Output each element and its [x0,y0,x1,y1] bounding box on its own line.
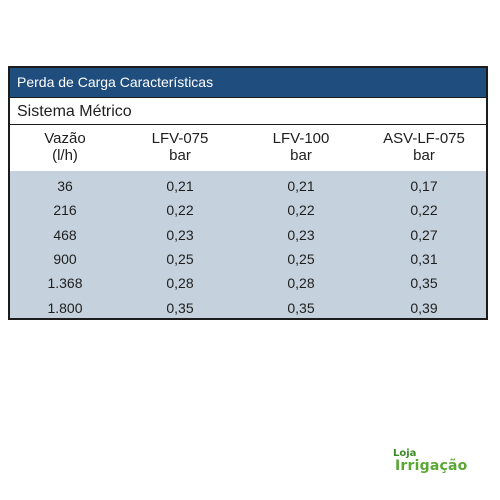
header-flow-label: Vazão [44,130,86,147]
table-body: 36 0,21 0,21 0,17 216 0,22 0,22 0,22 468… [10,171,486,318]
header-lfv-100-label: LFV-100 [272,130,330,147]
cell-flow: 468 [53,226,77,243]
cell-lfv-100: 0,22 [287,202,315,219]
table-row: 1.368 0,28 0,28 0,35 [10,271,486,295]
cell-lfv-075: 0,35 [166,299,194,316]
header-flow: Vazão (l/h) [10,125,120,171]
pressure-loss-table: Perda de Carga Características Sistema M… [8,66,488,320]
logo-line-2: Irrigação [395,458,468,474]
cell-asv-lf-075: 0,17 [410,178,438,195]
cell-lfv-100: 0,23 [287,226,315,243]
header-lfv-100-unit: bar [290,147,312,164]
table-row: 36 0,21 0,21 0,17 [10,174,486,198]
header-lfv-100: LFV-100 bar [240,125,362,171]
table-row: 468 0,23 0,23 0,27 [10,223,486,247]
cell-flow: 216 [53,202,77,219]
header-lfv-075-unit: bar [169,147,191,164]
cell-lfv-100: 0,21 [287,178,315,195]
cell-flow: 900 [53,251,77,268]
cell-lfv-075: 0,25 [166,251,194,268]
store-logo: Loja Irrigação [393,449,477,477]
cell-flow: 36 [57,178,73,195]
cell-lfv-075: 0,23 [166,226,194,243]
table-subtitle: Sistema Métrico [10,97,486,125]
cell-asv-lf-075: 0,35 [410,275,438,292]
table-row: 216 0,22 0,22 0,22 [10,198,486,222]
header-asv-lf-075: ASV-LF-075 bar [362,125,486,171]
table-title: Perda de Carga Características [10,68,486,97]
header-asv-lf-075-unit: bar [413,147,435,164]
cell-lfv-075: 0,28 [166,275,194,292]
logo-line-1: Loja [393,448,417,459]
cell-flow: 1.800 [47,299,83,316]
cell-lfv-075: 0,21 [166,178,194,195]
header-asv-lf-075-label: ASV-LF-075 [383,130,465,147]
cell-asv-lf-075: 0,22 [410,202,438,219]
table-row: 900 0,25 0,25 0,31 [10,247,486,271]
cell-lfv-100: 0,35 [287,299,315,316]
header-flow-unit: (l/h) [52,147,78,164]
header-lfv-075: LFV-075 bar [120,125,240,171]
cell-flow: 1.368 [47,275,83,292]
cell-asv-lf-075: 0,39 [410,299,438,316]
cell-asv-lf-075: 0,27 [410,226,438,243]
cell-asv-lf-075: 0,31 [410,251,438,268]
cell-lfv-075: 0,22 [166,202,194,219]
cell-lfv-100: 0,25 [287,251,315,268]
cell-lfv-100: 0,28 [287,275,315,292]
table-row: 1.800 0,35 0,35 0,39 [10,295,486,318]
table-header-row: Vazão (l/h) LFV-075 bar LFV-100 bar ASV-… [10,125,486,171]
header-lfv-075-label: LFV-075 [151,130,209,147]
